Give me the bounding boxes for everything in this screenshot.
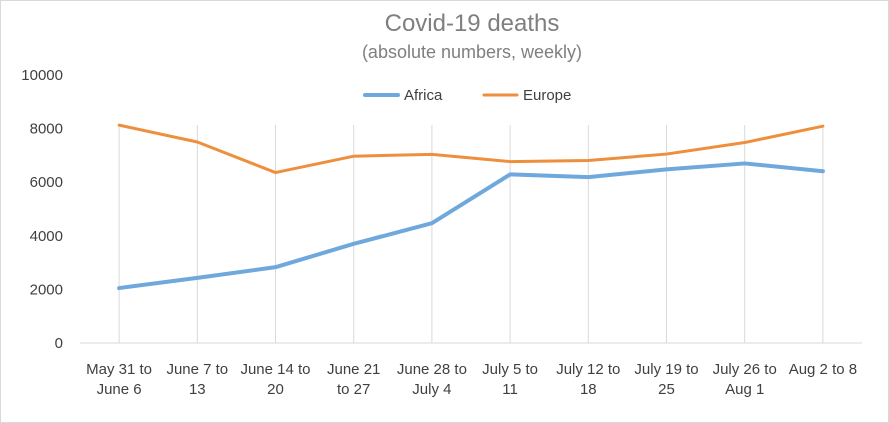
- y-tick-label: 6000: [30, 174, 63, 191]
- chart-title: Covid-19 deaths: [385, 10, 560, 37]
- x-tick-label: June 28 to July 4: [397, 361, 467, 398]
- x-tick-label: July 26 to Aug 1: [713, 361, 777, 398]
- x-tick-label: Aug 2 to 8: [789, 361, 857, 378]
- y-tick-label: 8000: [30, 121, 63, 138]
- y-tick-label: 0: [55, 335, 63, 352]
- y-tick-label: 2000: [30, 281, 63, 298]
- series-group: [117, 123, 825, 291]
- x-tick-label: July 5 to 11: [482, 361, 538, 398]
- series-line-africa: [117, 161, 825, 291]
- grid-lines: [80, 125, 862, 344]
- x-axis: May 31 to June 6 June 7 to 13 June 14 to 20 Ju…: [86, 361, 857, 398]
- legend: Africa Europe: [363, 87, 571, 104]
- y-axis: 0 2000 4000 6000 8000 10000: [21, 67, 63, 352]
- y-tick-label: 4000: [30, 228, 63, 245]
- legend-label-europe: Europe: [523, 87, 571, 104]
- series-line-europe: [117, 123, 825, 175]
- chart-subtitle: (absolute numbers, weekly): [362, 42, 582, 62]
- x-tick-label: May 31 to June 6: [86, 361, 152, 398]
- x-tick-label: June 7 to 13: [166, 361, 228, 398]
- x-tick-label: July 19 to 25: [634, 361, 698, 398]
- y-tick-label: 10000: [21, 67, 63, 84]
- x-tick-label: June 14 to 20: [240, 361, 310, 398]
- legend-label-africa: Africa: [404, 87, 443, 104]
- x-tick-label: June 21 to 27: [327, 361, 380, 398]
- x-tick-label: July 12 to 18: [556, 361, 620, 398]
